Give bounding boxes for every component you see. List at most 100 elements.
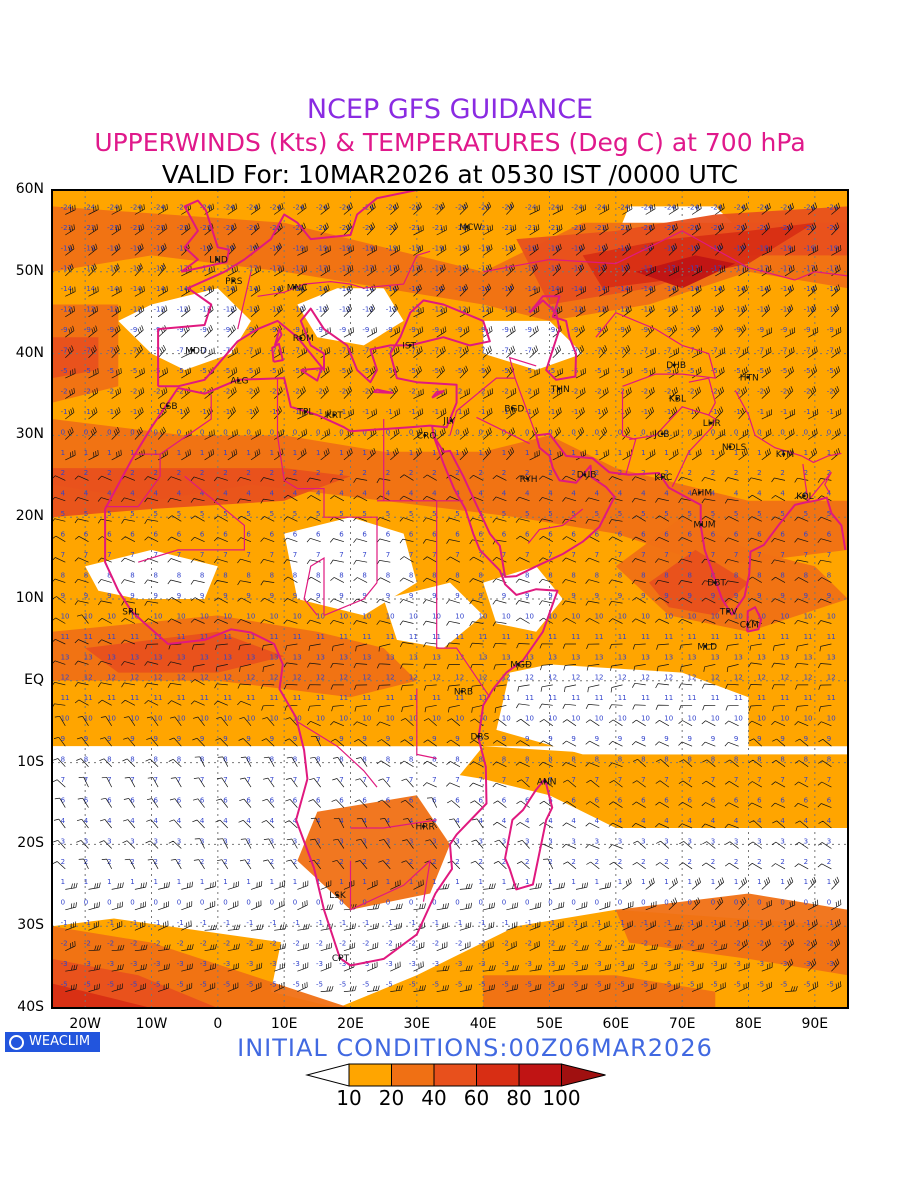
temperature-value: 5 xyxy=(804,510,808,518)
temperature-value: 1 xyxy=(339,449,343,457)
temperature-value: 12 xyxy=(757,674,766,682)
temperature-value: -2 xyxy=(432,387,439,395)
temperature-value: -17 xyxy=(641,265,652,273)
temperature-value: 9 xyxy=(223,735,227,743)
temperature-value: 13 xyxy=(61,653,70,661)
temperature-value: -1 xyxy=(84,408,91,416)
temperature-value: -19 xyxy=(595,244,606,252)
temperature-value: -21 xyxy=(409,224,420,232)
temperature-value: 7 xyxy=(525,776,529,784)
temperature-value: 0 xyxy=(618,428,622,436)
temperature-value: 2 xyxy=(316,469,320,477)
city-marker xyxy=(422,824,425,828)
temperature-value: 11 xyxy=(293,633,302,641)
temperature-value: -3 xyxy=(780,960,787,968)
temperature-value: -7 xyxy=(339,347,346,355)
temperature-value: 9 xyxy=(711,592,715,600)
temperature-value: 3 xyxy=(386,837,390,845)
temperature-value: 12 xyxy=(61,674,70,682)
temperature-value: 12 xyxy=(711,674,720,682)
temperature-value: -2 xyxy=(293,940,300,948)
temperature-value: 8 xyxy=(571,572,575,580)
temperature-value: 1 xyxy=(664,449,668,457)
temperature-value: -17 xyxy=(548,265,559,273)
temperature-value: -12 xyxy=(200,306,211,314)
coastline xyxy=(104,387,559,967)
city-code: DHB xyxy=(666,361,686,371)
latitude-tick-label: 30N xyxy=(15,426,44,443)
temperature-value: 8 xyxy=(548,756,552,764)
city-marker xyxy=(303,410,307,414)
temperature-value: 1 xyxy=(362,878,366,886)
temperature-value: -12 xyxy=(130,306,141,314)
temperature-value: 9 xyxy=(270,592,274,600)
temperature-value: -3 xyxy=(246,960,253,968)
temperature-value: -5 xyxy=(386,367,393,375)
temperature-value: -14 xyxy=(339,285,351,293)
temperature-value: 8 xyxy=(84,756,88,764)
temperature-value: -17 xyxy=(525,265,536,273)
temperature-value: -1 xyxy=(711,919,718,927)
temperature-value: 2 xyxy=(455,469,459,477)
temperature-value: 7 xyxy=(571,551,575,559)
temperature-value: 12 xyxy=(270,674,279,682)
temperature-value: 13 xyxy=(154,653,163,661)
temperature-value: 2 xyxy=(734,469,738,477)
temperature-value: -7 xyxy=(502,347,509,355)
temperature-value: 1 xyxy=(711,878,715,886)
temperature-value: 1 xyxy=(595,449,599,457)
temperature-value: 13 xyxy=(293,653,302,661)
temperature-value: 6 xyxy=(664,796,669,804)
temperature-value: -17 xyxy=(502,265,513,273)
temperature-value: 4 xyxy=(61,490,66,498)
temperature-value: -12 xyxy=(757,306,768,314)
temperature-value: -2 xyxy=(339,940,346,948)
temperature-value: 6 xyxy=(664,531,669,539)
temperature-value: 1 xyxy=(595,878,599,886)
temperature-value: -19 xyxy=(130,244,141,252)
temperature-value: 10 xyxy=(641,715,650,723)
temperature-value: -3 xyxy=(409,960,416,968)
temperature-value: 2 xyxy=(827,469,831,477)
coastline xyxy=(746,606,763,633)
temperature-value: -12 xyxy=(432,306,443,314)
temperature-value: -1 xyxy=(827,408,834,416)
temperature-value: 2 xyxy=(84,469,88,477)
temperature-value: 0 xyxy=(200,428,204,436)
temperature-value: 4 xyxy=(362,490,367,498)
temperature-value: 0 xyxy=(502,428,506,436)
temperature-value: -24 xyxy=(525,203,537,211)
temperature-value: -1 xyxy=(362,408,369,416)
city-code: LHR xyxy=(703,419,721,429)
temperature-value: -12 xyxy=(618,306,629,314)
wind-band xyxy=(52,337,99,379)
city-code: IST xyxy=(402,341,416,351)
temperature-value: -5 xyxy=(409,367,416,375)
city-marker xyxy=(465,225,469,229)
temperature-value: -1 xyxy=(339,919,346,927)
temperature-value: 9 xyxy=(688,592,692,600)
temperature-value: 0 xyxy=(641,428,645,436)
temperature-value: -9 xyxy=(386,326,393,334)
temperature-value: -9 xyxy=(479,326,486,334)
temperature-value: 10 xyxy=(223,612,232,620)
temperature-value: 10 xyxy=(455,715,464,723)
temperature-value: 4 xyxy=(154,817,159,825)
temperature-value: -24 xyxy=(827,203,839,211)
temperature-value: 7 xyxy=(432,551,436,559)
temperature-value: 3 xyxy=(316,837,320,845)
country-border xyxy=(349,859,431,911)
temperature-value: -5 xyxy=(61,981,68,989)
temperature-value: 10 xyxy=(200,612,209,620)
city-code: CLM xyxy=(740,620,759,630)
temperature-value: 7 xyxy=(154,776,158,784)
temperature-value: 10 xyxy=(386,715,395,723)
temperature-value: -2 xyxy=(595,940,602,948)
temperature-value: 1 xyxy=(246,878,250,886)
temperature-value: 5 xyxy=(130,510,134,518)
city-code: ALG xyxy=(230,377,248,387)
temperature-value: -7 xyxy=(688,347,695,355)
temperature-value: -5 xyxy=(618,367,625,375)
temperature-value: 2 xyxy=(84,858,88,866)
temperature-value: 11 xyxy=(362,633,371,641)
